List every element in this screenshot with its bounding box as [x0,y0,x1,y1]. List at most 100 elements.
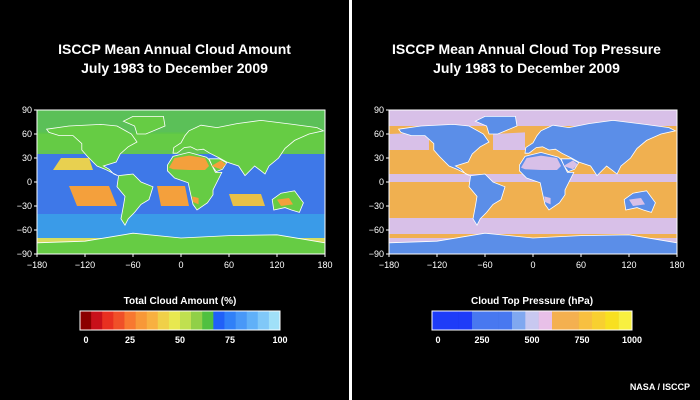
north-america-outline [397,123,490,176]
colorbar-swatch [157,311,170,330]
subtropical-low-north-pacific [53,158,93,170]
colorbar-swatch [512,311,526,330]
subtropical-low-south-atlantic [157,186,189,206]
eurasia-outline [524,119,677,177]
lon-tick-label: 0 [178,260,183,270]
lon-tick-label: 60 [576,260,586,270]
colorbar-swatch [213,311,225,330]
lon-tick-label: 60 [224,260,234,270]
lon-tick-label: 120 [621,260,636,270]
subtropical-low-east-pacific [69,186,117,206]
cloud-amount-title-line2: July 1983 to December 2009 [81,60,268,76]
colorbar-tick-label: 25 [125,335,135,345]
cloud-amount-title: ISCCP Mean Annual Cloud Amount July 1983… [0,40,349,78]
lon-tick-label: −60 [125,260,140,270]
cloud-top-pressure-colorbar-title: Cloud Top Pressure (hPa) [470,296,594,307]
colorbar-tick-label: 75 [225,335,235,345]
colorbar-swatch [135,311,147,330]
colorbar-tick-label: 50 [175,335,185,345]
cloud-top-pressure-title: ISCCP Mean Annual Cloud Top Pressure Jul… [352,40,700,78]
high-pressure-north-pacific [389,132,429,150]
antarctica-outline [389,232,677,254]
cloud-amount-colorbar-title: Total Cloud Amount (%) [123,296,237,307]
colorbar-swatch [498,311,513,330]
lon-tick-label: 120 [269,260,284,270]
lon-tick-label: −60 [477,260,492,270]
southern-africa-desert [192,196,199,205]
colorbar-swatch [565,311,579,330]
lat-tick-label: −90 [17,249,32,259]
sahara [521,155,561,170]
lat-tick-label: 30 [22,153,32,163]
colorbar-swatch [432,311,446,330]
colorbar-tick-label: 250 [474,335,489,345]
eurasia-outline [172,119,325,177]
lat-tick-label: 30 [374,153,384,163]
colorbar-swatch [445,311,459,330]
colorbar-swatch [618,311,633,330]
lat-tick-label: 60 [22,129,32,139]
australia-desert [277,198,293,206]
cloud-amount-panel: ISCCP Mean Annual Cloud Amount July 1983… [0,0,349,400]
panel-divider [349,0,352,400]
lon-tick-label: 180 [669,260,684,270]
colorbar-swatch [235,311,247,330]
colorbar-swatch [525,311,539,330]
cloud-top-pressure-title-line2: July 1983 to December 2009 [433,60,620,76]
cloud-top-pressure-title-line1: ISCCP Mean Annual Cloud Top Pressure [392,41,661,57]
cloud-amount-map: 90 60 30 0 −30 −60 −90−180 −120 −60 0 60 120 180 [17,105,333,270]
colorbar-swatch [485,311,499,330]
lon-tick-label: −180 [379,260,399,270]
colorbar-swatch [538,311,553,330]
south-america-outline [116,173,154,227]
colorbar-swatch [102,311,114,330]
colorbar-swatch [146,311,159,330]
colorbar-tick-label: 100 [272,335,287,345]
colorbar-swatch [605,311,619,330]
arabia-desert [211,160,226,170]
lon-tick-label: −180 [27,260,47,270]
cloud-amount-colorbar: 0 25 50 75 100 [79,310,288,345]
colorbar-swatch [180,311,192,330]
colorbar-tick-label: 0 [435,335,440,345]
lat-tick-label: −30 [17,201,32,211]
colorbar-tick-label: 1000 [622,335,642,345]
lat-tick-label: 60 [374,129,384,139]
colorbar-swatch [202,311,214,330]
colorbar-swatch [124,311,136,330]
sahara [169,155,209,170]
colorbar-tick-label: 0 [83,335,88,345]
colorbar-swatch [458,311,473,330]
antarctica-outline [37,232,325,254]
colorbar-swatch [592,311,606,330]
colorbar-swatch [224,311,236,330]
colorbar-swatch [113,311,125,330]
southern-ocean-band [37,214,325,238]
cloud-top-pressure-panel: ISCCP Mean Annual Cloud Top Pressure Jul… [352,0,700,400]
lat-tick-label: −60 [369,225,384,235]
colorbar-tick-label: 500 [524,335,539,345]
colorbar-swatch [80,311,92,330]
greenland-outline [474,115,518,135]
lon-tick-label: −120 [75,260,95,270]
colorbar-swatch [257,311,270,330]
colorbar-swatch [578,311,593,330]
lat-tick-label: 90 [374,105,384,115]
australia-desert [629,198,645,206]
credit-label: NASA / ISCCP [629,382,690,392]
southern-africa-desert [544,196,551,205]
colorbar-swatch [472,311,486,330]
lat-tick-label: −60 [17,225,32,235]
southern-ocean-band [389,218,677,234]
lat-tick-label: 0 [27,177,32,187]
south-america-outline [468,173,506,227]
colorbar-tick-label: 750 [574,335,589,345]
cloud-amount-title-line1: ISCCP Mean Annual Cloud Amount [58,41,291,57]
lon-tick-label: 0 [530,260,535,270]
high-pressure-north-atlantic [493,132,525,150]
subtropical-low-south-indian [229,194,265,206]
lat-tick-label: 0 [379,177,384,187]
north-america-outline [45,123,138,176]
greenland-outline [122,115,166,135]
colorbar-swatch [91,311,103,330]
